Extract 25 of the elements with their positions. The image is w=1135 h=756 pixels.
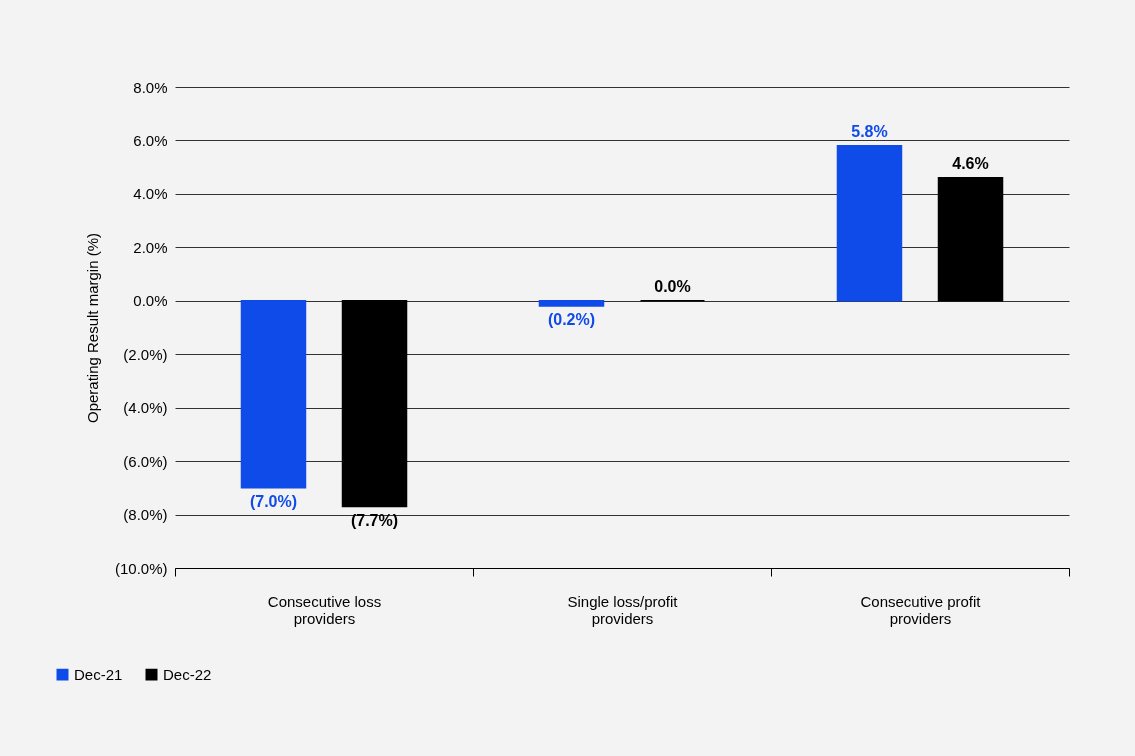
legend-label: Dec-21 — [74, 665, 123, 683]
y-tick-label: 0.0% — [133, 292, 168, 310]
y-tick-label: (6.0%) — [123, 452, 168, 470]
data-label: 4.6% — [952, 154, 989, 172]
bar — [836, 145, 903, 302]
y-tick-label: (4.0%) — [123, 399, 168, 417]
x-tick-label: Consecutive profit providers — [860, 592, 982, 627]
y-tick-label: 2.0% — [133, 238, 168, 256]
data-label: 5.8% — [851, 122, 888, 140]
y-tick-label: 8.0% — [133, 78, 168, 96]
y-tick-label: (10.0%) — [114, 559, 168, 577]
x-tick-label: Consecutive loss providers — [267, 592, 382, 627]
y-tick-label: (8.0%) — [123, 506, 168, 524]
bar — [538, 300, 605, 307]
y-tick-label: (2.0%) — [123, 345, 168, 363]
legend-label: Dec-22 — [163, 665, 212, 683]
data-label: (7.0%) — [249, 492, 298, 510]
y-tick-label: 6.0% — [133, 131, 168, 149]
x-tick-label: Single loss/profit providers — [567, 592, 679, 627]
data-label: (0.2%) — [547, 311, 596, 329]
data-label: (7.7%) — [350, 511, 399, 529]
y-tick-label: 4.0% — [133, 185, 168, 203]
bar — [240, 300, 307, 489]
data-label: 0.0% — [654, 277, 691, 295]
y-axis-title: Operating Result margin (%) — [83, 232, 101, 424]
